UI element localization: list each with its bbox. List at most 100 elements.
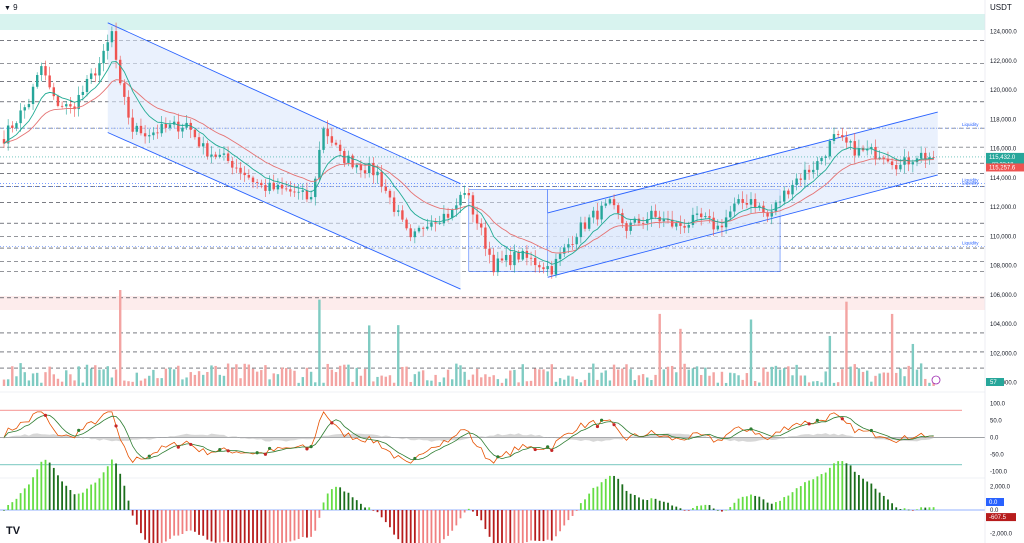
volume-badge[interactable] <box>986 378 1004 386</box>
candle-body <box>504 254 508 261</box>
macd-histogram-bar <box>783 497 786 510</box>
volume-bar <box>193 374 197 386</box>
candle <box>542 262 545 274</box>
macd-histogram-bar <box>741 496 744 510</box>
volume-bar <box>637 375 641 386</box>
macd-histogram-bar <box>360 503 362 510</box>
osc-cross-marker <box>533 447 537 452</box>
macd-pane[interactable] <box>0 459 985 543</box>
candle <box>210 146 213 164</box>
macd-histogram-bar <box>887 499 889 510</box>
descending-channel-upper-line[interactable] <box>107 22 461 185</box>
volume-bar <box>305 367 309 386</box>
candle <box>164 117 168 133</box>
macd-zero-value: 0.0 <box>989 500 998 506</box>
candle-body <box>260 182 263 186</box>
ema-value-badge[interactable] <box>986 163 1024 172</box>
price-axis[interactable]: 124,000.0 122,000.0 120,000.0 118,000.0 116,… <box>6 0 1024 543</box>
volume-bar <box>2 379 6 386</box>
volume-bar <box>19 363 22 386</box>
candle-body <box>272 182 275 190</box>
candle-body <box>56 96 60 106</box>
volume-bar <box>525 381 529 386</box>
volume-bar <box>538 369 541 386</box>
volume-bar <box>919 363 923 386</box>
candle-body <box>554 258 558 275</box>
macd-zero-badge <box>986 498 1004 506</box>
candle-body <box>409 228 412 238</box>
macd-histogram-bar <box>559 510 561 532</box>
candle <box>629 219 632 235</box>
oscillator-pane[interactable] <box>0 391 985 466</box>
volume-bar <box>197 371 201 386</box>
candle-body <box>114 31 118 60</box>
volume-bar <box>670 365 674 386</box>
volume-bar <box>148 375 151 386</box>
macd-histogram-bar <box>833 463 835 510</box>
macd-histogram-bar <box>745 496 748 510</box>
macd-histogram-bar <box>86 488 88 510</box>
descending-channel-lower-line[interactable] <box>107 132 461 290</box>
candle <box>683 219 686 234</box>
volume-bar <box>309 371 313 386</box>
macd-histogram-bar <box>775 502 777 510</box>
candle-body <box>882 157 885 159</box>
candle-body <box>119 59 122 84</box>
range-box[interactable] <box>468 189 548 272</box>
candle <box>762 200 765 217</box>
volume-bar <box>733 373 736 386</box>
candle <box>206 140 209 160</box>
candle-body <box>164 123 168 128</box>
candle-body <box>571 244 574 246</box>
macd-histogram-bar <box>164 510 167 542</box>
candle <box>235 159 238 174</box>
osc-tick-label: -50.0 <box>990 453 1004 459</box>
candle <box>363 163 367 179</box>
candle <box>36 72 39 89</box>
macd-histogram-bar <box>638 497 640 510</box>
candle-body <box>392 197 396 212</box>
macd-histogram-bar <box>293 510 296 541</box>
bolt-icon[interactable] <box>931 375 941 385</box>
candle-body <box>40 66 43 76</box>
chevron-down-icon[interactable]: ▼ <box>4 5 11 12</box>
candle <box>509 247 512 271</box>
candle-body <box>525 250 529 258</box>
macd-histogram-bar <box>683 510 686 511</box>
macd-histogram-bar <box>40 461 43 510</box>
volume-bar <box>48 366 51 386</box>
candle <box>924 148 927 168</box>
currency-label[interactable]: USDT <box>990 3 1012 12</box>
candle <box>272 174 275 192</box>
volume-bar <box>861 371 865 386</box>
volume-bar <box>708 375 711 386</box>
candle <box>617 203 620 220</box>
candle-body <box>139 125 143 134</box>
volume-bar <box>380 375 383 386</box>
ascending-channel-upper-line[interactable] <box>547 111 938 214</box>
candle-body <box>870 147 873 150</box>
candle <box>882 155 885 165</box>
candle-body <box>19 110 22 124</box>
candle <box>293 184 296 197</box>
macd-histogram-bar <box>351 497 354 510</box>
candle-body <box>617 205 620 214</box>
macd-histogram-bar <box>903 508 906 510</box>
candle-body <box>641 223 645 224</box>
macd-histogram-bar <box>210 510 213 542</box>
candle <box>745 194 749 209</box>
candle-body <box>148 135 151 137</box>
volume-bar <box>658 313 661 386</box>
interval-label[interactable]: ▼ 9 <box>4 3 18 12</box>
candle-body <box>376 171 379 176</box>
candle <box>749 192 753 213</box>
ascending-channel-lower-line[interactable] <box>547 174 938 278</box>
volume-bar <box>587 372 591 386</box>
volume-bar <box>160 378 163 386</box>
candle-body <box>280 184 284 189</box>
candle <box>405 217 408 231</box>
osc-cross-marker <box>43 413 48 418</box>
candle-body <box>766 212 769 217</box>
